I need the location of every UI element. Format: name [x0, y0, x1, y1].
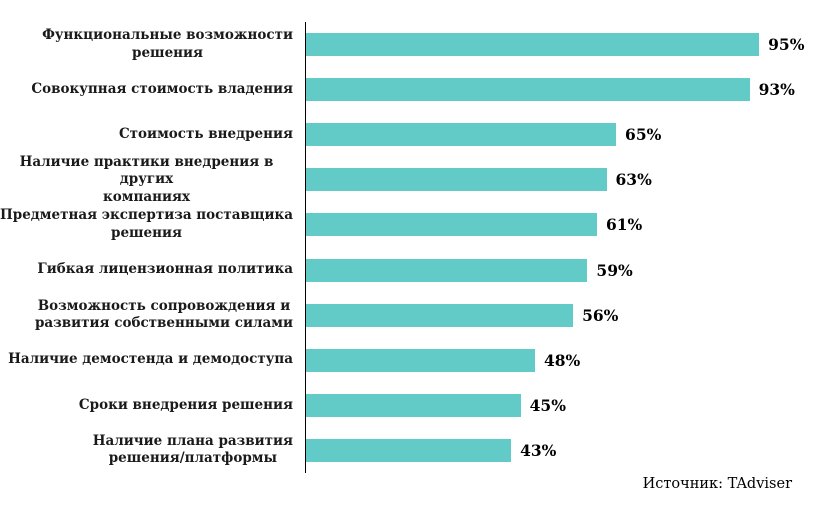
bar	[306, 168, 607, 192]
category-label-cell: Функциональные возможности решения	[0, 27, 305, 62]
chart-row: Наличие демостенда и демодоступа 48%	[0, 337, 813, 383]
chart-row: Предметная экспертиза поставщика решения…	[0, 202, 813, 248]
bar-cell: 56%	[305, 292, 813, 338]
category-label: Наличие практики внедрения в других комп…	[19, 153, 274, 205]
chart-row: Функциональные возможности решения 95%	[0, 22, 813, 68]
chart-row: Наличие практики внедрения в других комп…	[0, 154, 813, 205]
bar	[306, 78, 750, 102]
value-label: 95%	[768, 35, 805, 55]
value-label: 43%	[520, 440, 557, 460]
value-label: 59%	[596, 260, 633, 280]
chart-row: Совокупная стоимость владения 93%	[0, 67, 813, 113]
bar-cell: 45%	[305, 382, 813, 428]
bar	[306, 33, 760, 57]
bar-cell: 59%	[305, 247, 813, 293]
category-label: Возможность сопровождения и развития соб…	[34, 297, 293, 332]
chart-row: Сроки внедрения решения 45%	[0, 382, 813, 428]
bar-cell: 63%	[305, 157, 813, 203]
bar-cell: 48%	[305, 337, 813, 383]
value-label: 63%	[615, 170, 652, 190]
value-label: 61%	[605, 215, 643, 235]
bar	[306, 258, 588, 282]
source-note: Источник: TAdviser	[642, 476, 792, 492]
category-label-cell: Наличие плана развития решения/платформы	[0, 433, 305, 468]
category-label: Гибкая лицензионная политика	[37, 261, 293, 278]
category-label-cell: Сроки внедрения решения	[0, 397, 305, 415]
category-label: Предметная экспертиза поставщика решения	[0, 207, 294, 241]
category-label-cell: Возможность сопровождения и развития соб…	[0, 298, 305, 333]
category-label-cell: Стоимость внедрения	[0, 126, 305, 144]
value-label: 93%	[758, 80, 795, 100]
chart-row: Гибкая лицензионная политика 59%	[0, 247, 813, 293]
category-label: Совокупная стоимость владения	[31, 80, 293, 97]
category-label-cell: Наличие демостенда и демодоступа	[0, 351, 305, 369]
bar-cell: 61%	[305, 202, 813, 248]
bar-cell: 43%	[305, 427, 813, 473]
chart-row: Наличие плана развития решения/платформы…	[0, 427, 813, 473]
bar	[306, 303, 574, 327]
category-label: Стоимость внедрения	[118, 125, 293, 142]
bar	[306, 438, 512, 462]
bar-cell: 95%	[305, 22, 813, 68]
category-label: Наличие плана развития решения/платформы	[92, 432, 293, 467]
bar	[306, 213, 597, 237]
bar	[306, 393, 521, 417]
bar	[306, 123, 617, 147]
value-label: 65%	[625, 125, 662, 145]
bar	[306, 348, 535, 372]
bar-cell: 93%	[305, 67, 813, 113]
chart-row: Стоимость внедрения 65%	[0, 112, 813, 158]
category-label: Наличие демостенда и демодоступа	[8, 351, 293, 368]
bar-cell: 65%	[305, 112, 813, 158]
bar-chart-rows: Функциональные возможности решения 95% С…	[0, 22, 813, 473]
value-label: 48%	[543, 350, 581, 370]
category-label: Сроки внедрения решения	[78, 396, 293, 413]
value-label: 56%	[582, 305, 619, 325]
chart-row: Возможность сопровождения и развития соб…	[0, 292, 813, 338]
category-label: Функциональные возможности решения	[42, 27, 293, 61]
category-label-cell: Совокупная стоимость владения	[0, 81, 305, 99]
category-label-cell: Наличие практики внедрения в других комп…	[0, 154, 305, 207]
category-label-cell: Предметная экспертиза поставщика решения	[0, 207, 305, 242]
category-label-cell: Гибкая лицензионная политика	[0, 261, 305, 279]
value-label: 45%	[529, 395, 566, 415]
